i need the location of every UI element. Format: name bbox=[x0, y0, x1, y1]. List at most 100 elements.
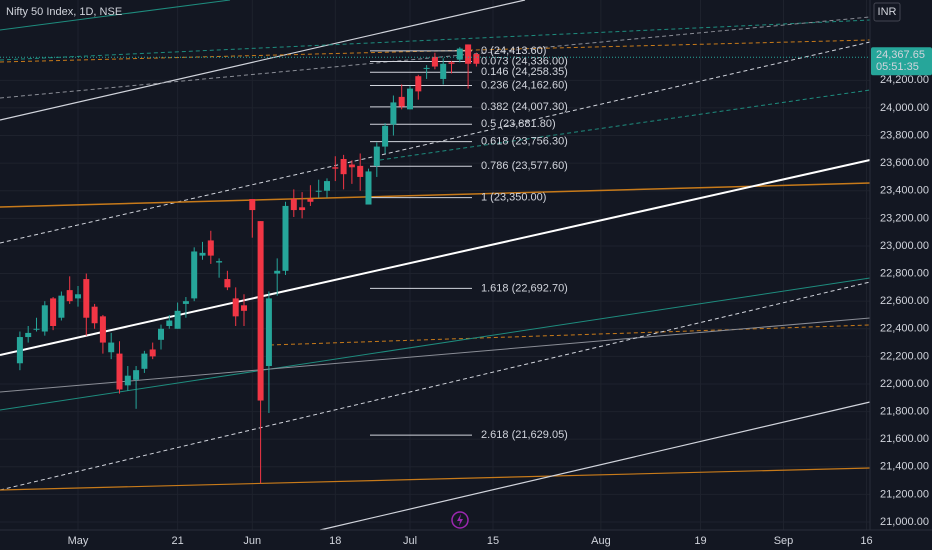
candle-body bbox=[440, 63, 447, 79]
candle-body bbox=[83, 279, 90, 318]
event-icon-bolt bbox=[457, 514, 463, 526]
candle-body bbox=[232, 298, 239, 317]
fib-label: 0.618 (23,756.30) bbox=[481, 135, 568, 147]
trend-line bbox=[0, 467, 871, 491]
y-tick-label: 22,200.00 bbox=[880, 350, 929, 362]
x-tick-label: 18 bbox=[329, 535, 341, 547]
candle-body bbox=[307, 199, 314, 202]
candle-body bbox=[216, 261, 223, 263]
fib-label: 0.146 (24,258.35) bbox=[481, 66, 568, 78]
x-tick-label: Jun bbox=[243, 535, 261, 547]
countdown-label: 05:51:35 bbox=[876, 61, 919, 73]
fib-label: 0.236 (24,162.60) bbox=[481, 79, 568, 91]
fib-label: 1 (23,350.00) bbox=[481, 192, 546, 204]
fib-label: 0.5 (23,881.80) bbox=[481, 118, 556, 130]
candle-body bbox=[108, 342, 115, 353]
candle-body bbox=[182, 301, 189, 304]
candle-body bbox=[407, 88, 413, 110]
x-tick-label: May bbox=[68, 535, 89, 547]
candle-body bbox=[390, 102, 397, 125]
y-tick-label: 23,800.00 bbox=[880, 129, 929, 141]
trend-line bbox=[319, 401, 871, 531]
y-tick-label: 22,400.00 bbox=[880, 323, 929, 335]
candle-body bbox=[25, 332, 32, 338]
candle-body bbox=[357, 165, 364, 177]
x-tick-label: 16 bbox=[860, 535, 872, 547]
y-tick-label: 22,600.00 bbox=[880, 295, 929, 307]
candle-body bbox=[265, 298, 272, 367]
last-price-label: 24,367.65 bbox=[876, 49, 925, 61]
trend-line bbox=[0, 0, 526, 121]
trend-line bbox=[0, 277, 871, 411]
candle-body bbox=[99, 316, 106, 343]
currency-box[interactable] bbox=[873, 2, 901, 22]
candle-body bbox=[116, 353, 123, 390]
x-tick-label: Jul bbox=[403, 535, 417, 547]
candle-body bbox=[423, 67, 430, 69]
y-tick-label: 23,600.00 bbox=[880, 157, 929, 169]
y-tick-label: 24,000.00 bbox=[880, 102, 929, 114]
trend-lines bbox=[0, 0, 871, 531]
candle-body bbox=[382, 125, 389, 147]
candle-body bbox=[75, 294, 81, 299]
candle-body bbox=[241, 305, 247, 311]
trend-line bbox=[0, 19, 871, 61]
y-tick-label: 22,000.00 bbox=[880, 378, 929, 390]
candle-body bbox=[456, 48, 463, 60]
candle-body bbox=[207, 240, 214, 256]
trend-line bbox=[0, 41, 871, 244]
candle-body bbox=[149, 349, 156, 357]
fib-label: 0.073 (24,336.00) bbox=[481, 55, 568, 67]
candle-body bbox=[324, 181, 330, 191]
chart-title: Nifty 50 Index, 1D, NSE bbox=[6, 6, 122, 18]
last-price-tag bbox=[871, 47, 932, 76]
candle-body bbox=[191, 251, 198, 299]
y-tick-label: 23,200.00 bbox=[880, 212, 929, 224]
candle-body bbox=[315, 190, 322, 192]
y-tick-label: 23,400.00 bbox=[880, 185, 929, 197]
candle-body bbox=[282, 205, 289, 271]
candle-body bbox=[141, 353, 148, 369]
candle-body bbox=[348, 164, 355, 168]
fib-retracement: 0 (24,413.60)0.073 (24,336.00)0.146 (24,… bbox=[370, 45, 568, 441]
y-tick-label: 21,200.00 bbox=[880, 488, 929, 500]
fib-label: 0 (24,413.60) bbox=[481, 45, 546, 57]
x-tick-label: 19 bbox=[694, 535, 706, 547]
candle-body bbox=[58, 295, 65, 318]
x-tick-label: 15 bbox=[487, 535, 499, 547]
trend-line bbox=[0, 159, 871, 356]
grid bbox=[0, 0, 870, 530]
y-tick-label: 22,800.00 bbox=[880, 267, 929, 279]
fib-label: 0.786 (23,577.60) bbox=[481, 160, 568, 172]
event-icon[interactable] bbox=[451, 511, 469, 529]
trend-line bbox=[379, 89, 871, 161]
candle-body bbox=[133, 370, 140, 380]
candle-body bbox=[33, 328, 40, 330]
x-tick-label: Aug bbox=[591, 535, 611, 547]
fib-label: 0.382 (24,007.30) bbox=[481, 101, 568, 113]
candle-body bbox=[158, 328, 164, 340]
candle-body bbox=[365, 171, 372, 205]
currency[interactable]: INR bbox=[878, 6, 897, 18]
candle-body bbox=[91, 306, 98, 324]
candle-body bbox=[41, 305, 48, 332]
y-tick-label: 21,000.00 bbox=[880, 516, 929, 528]
y-tick-label: 21,400.00 bbox=[880, 461, 929, 473]
trend-line bbox=[0, 0, 231, 31]
candle-body bbox=[249, 199, 256, 211]
candle-body bbox=[398, 96, 405, 107]
candle-body bbox=[174, 310, 181, 329]
candle-body bbox=[431, 56, 438, 67]
candle-body bbox=[199, 252, 206, 256]
fib-label: 2.618 (21,629.05) bbox=[481, 429, 568, 441]
trend-line bbox=[0, 182, 871, 208]
candles bbox=[16, 44, 480, 484]
candle-body bbox=[166, 320, 173, 327]
candle-body bbox=[373, 146, 380, 166]
x-tick-label: 21 bbox=[171, 535, 183, 547]
candle-body bbox=[224, 279, 231, 288]
candle-body bbox=[299, 207, 306, 211]
trend-line bbox=[269, 324, 871, 346]
